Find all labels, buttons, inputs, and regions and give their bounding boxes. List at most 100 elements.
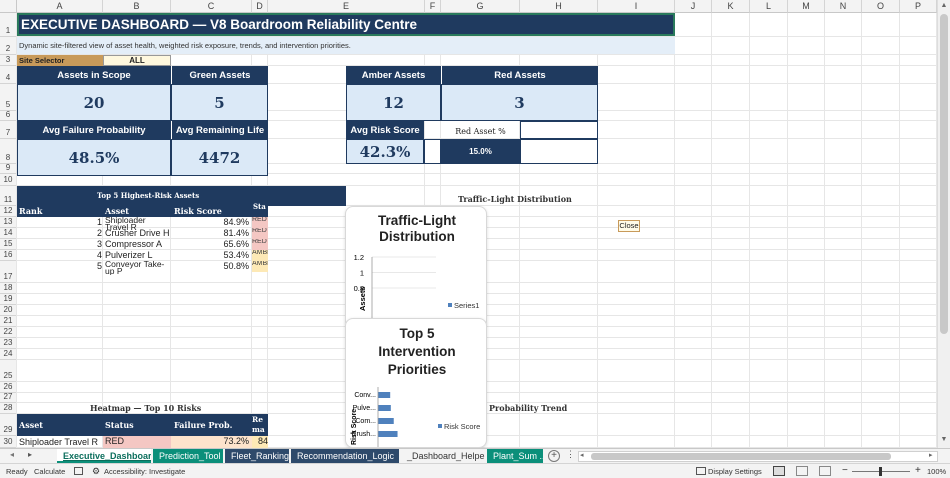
page-break-icon[interactable] [819,466,831,476]
zoom-slider[interactable] [852,467,910,476]
traffic-light-legend-swatch [448,303,452,307]
scroll-up-icon[interactable]: ▲ [940,2,948,9]
heatmap-row-status: RED [103,436,171,448]
tab-prediction-tool[interactable]: Prediction_Tool [153,449,223,463]
add-sheet-icon[interactable]: + [548,450,560,462]
row-header-24[interactable]: 24 [0,349,17,360]
column-header-n[interactable]: N [825,0,862,13]
column-header-h[interactable]: H [520,0,598,13]
row-header-20[interactable]: 20 [0,305,17,316]
column-header-l[interactable]: L [750,0,788,13]
row-header-13[interactable]: 13 [0,217,17,228]
page-layout-icon[interactable] [796,466,808,476]
tab-recommendation-logic[interactable]: Recommendation_Logic [291,449,399,463]
traffic-light-chart[interactable]: Traffic-Light Distribution 1.2 1 0.8 Serie… [345,206,487,328]
heatmap-header-status: Status [103,414,171,436]
column-header-d[interactable]: D [252,0,268,13]
column-header-f[interactable]: F [425,0,441,13]
column-header-g[interactable]: G [441,0,520,13]
row-header-1[interactable]: 1 [0,13,17,37]
row-header-7[interactable]: 7 [0,121,17,139]
spreadsheet-grid[interactable]: ABCDEFGHIJKLMNOPQ 1234567891011121314151… [0,0,950,448]
column-header-m[interactable]: M [788,0,825,13]
gridline-row [17,185,937,186]
column-header-o[interactable]: O [862,0,900,13]
top5-rank: 3 [96,239,102,249]
traffic-light-y-tick: 1 [360,269,364,278]
row-header-9[interactable]: 9 [0,163,17,174]
tab-fleet-ranking[interactable]: Fleet_Ranking [225,449,289,463]
row-header-2[interactable]: 2 [0,37,17,55]
display-settings-icon[interactable] [696,467,706,475]
column-header-i[interactable]: I [598,0,675,13]
dashboard-subtitle: Dynamic site-filtered view of asset heal… [17,37,675,54]
row-header-21[interactable]: 21 [0,316,17,327]
status-display-settings[interactable]: Display Settings [708,467,762,476]
top5-header-rank: Rank [17,206,103,217]
horizontal-scrollbar[interactable]: ◂ ▸ [578,451,938,462]
tab-dashboard-helper[interactable]: _Dashboard_Helper [401,449,485,463]
close-button[interactable]: Close [618,220,640,232]
row-header-6[interactable]: 6 [0,110,17,121]
tab-executive-dashboard[interactable]: Executive_Dashboard [57,449,151,463]
hscroll-thumb[interactable] [591,453,891,460]
row-header-5[interactable]: 5 [0,84,17,111]
row-header-4[interactable]: 4 [0,66,17,84]
row-header-8[interactable]: 8 [0,139,17,164]
row-header-23[interactable]: 23 [0,338,17,349]
row-header-3[interactable]: 3 [0,55,17,66]
column-header-a[interactable]: A [17,0,103,13]
scroll-thumb[interactable] [940,14,948,334]
scroll-down-icon[interactable]: ▼ [940,436,948,443]
vertical-scrollbar[interactable]: ▲ ▼ [937,0,950,448]
tab-scroll-right-icon[interactable]: ▸ [28,450,33,459]
row-header-17[interactable]: 17 [0,261,17,283]
row-header-30[interactable]: 30 [0,436,17,448]
sheet-stats-icon[interactable] [74,467,83,475]
column-header-c[interactable]: C [171,0,252,13]
gridline-col [674,13,675,448]
tab-plant-sum[interactable]: Plant_Sum ... [487,449,543,463]
heatmap-row-failure: 73.2% [171,436,252,448]
row-header-28[interactable]: 28 [0,403,17,414]
zoom-out-icon[interactable]: − [842,465,848,476]
row-header-11[interactable]: 11 [0,186,17,206]
column-header-b[interactable]: B [103,0,171,13]
top5-rank: 4 [96,250,102,260]
zoom-level[interactable]: 100% [927,467,947,476]
row-header-19[interactable]: 19 [0,294,17,305]
row-header-18[interactable]: 18 [0,283,17,294]
status-calculate[interactable]: Calculate [34,467,66,476]
accessibility-icon[interactable]: ⚙ [92,466,101,476]
status-accessibility[interactable]: Accessibility: Investigate [104,467,186,476]
row-header-27[interactable]: 27 [0,392,17,403]
site-selector-value[interactable]: ALL [103,55,171,66]
intervention-priorities-chart[interactable]: Top 5 Intervention Priorities Conv... Pul… [345,318,487,448]
column-header-k[interactable]: K [712,0,750,13]
select-all-corner[interactable] [0,0,17,13]
row-header-12[interactable]: 12 [0,206,17,217]
row-header-25[interactable]: 25 [0,360,17,382]
hscroll-right-icon[interactable]: ▸ [929,452,933,459]
row-header-29[interactable]: 29 [0,414,17,436]
gridline-row [17,138,937,139]
tab-more-icon[interactable]: ⋮ [566,449,575,459]
top5-rank: 2 [96,228,102,238]
hscroll-left-icon[interactable]: ◂ [580,452,584,459]
normal-view-icon[interactable] [773,466,785,476]
intervention-legend-swatch [438,424,442,428]
zoom-in-icon[interactable]: + [915,465,921,476]
row-header-22[interactable]: 22 [0,327,17,338]
row-header-10[interactable]: 10 [0,174,17,186]
avg-remaining-life-value: 4472 [171,139,268,176]
tab-scroll-left-icon[interactable]: ◂ [10,450,15,459]
intervention-legend-label: Risk Score [444,422,480,431]
column-header-e[interactable]: E [268,0,425,13]
top5-risk: 53.4% [223,250,249,260]
row-header-16[interactable]: 16 [0,250,17,261]
zoom-slider-thumb[interactable] [879,467,882,476]
row-header-15[interactable]: 15 [0,239,17,250]
row-header-14[interactable]: 14 [0,228,17,239]
column-header-p[interactable]: P [900,0,937,13]
column-header-j[interactable]: J [675,0,712,13]
